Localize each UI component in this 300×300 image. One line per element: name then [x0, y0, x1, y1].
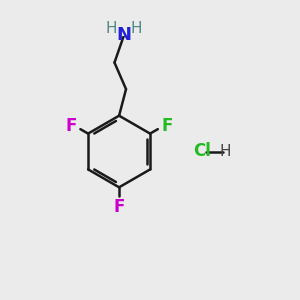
Text: F: F — [66, 116, 77, 134]
Text: F: F — [161, 116, 172, 134]
Text: F: F — [113, 198, 125, 216]
Text: H: H — [220, 144, 231, 159]
Text: N: N — [117, 26, 132, 44]
Text: H: H — [105, 21, 117, 36]
Text: Cl: Cl — [193, 142, 211, 160]
Text: H: H — [131, 21, 142, 36]
